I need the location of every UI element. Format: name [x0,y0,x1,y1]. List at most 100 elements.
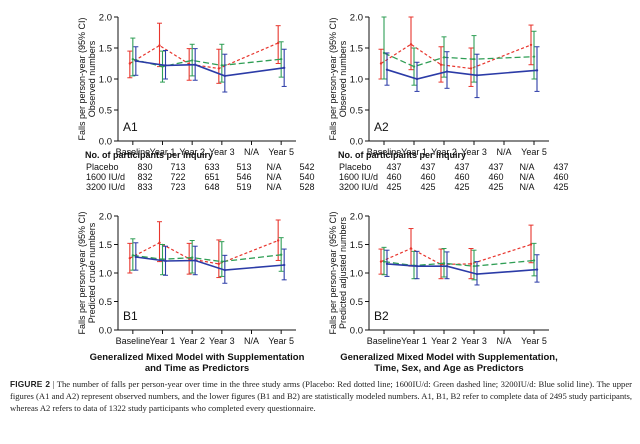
panel-a2: 0.0 0.5 1.0 1.5 2.0 Baseline Year 1 Year 2 Year … [328,13,549,157]
data-point [164,64,167,67]
series-line [132,58,282,68]
data-point [412,65,416,68]
x-tick-label: N/A [496,147,511,157]
data-point [535,69,539,72]
series-line [135,60,285,77]
table-cell: 425 [553,182,568,192]
table-cell: 460 [454,172,469,182]
table-cell: N/A [519,162,534,172]
x-tick-label: N/A [244,336,259,346]
table-cell: 528 [299,182,314,192]
y-tick-label: 2.0 [350,212,363,223]
table-cell: 437 [553,162,568,172]
series-line [383,52,535,68]
data-point [276,41,280,45]
data-point [415,77,419,81]
table-cell: 723 [170,182,185,192]
y-tick-label: 0.5 [99,297,112,308]
series-line [135,256,285,271]
table-title: No. of participants per inquiry [85,150,213,160]
table-cell: 437 [454,162,469,172]
x-axis-label: Generalized Mixed Model with Supplementa… [90,352,305,363]
table-row-label: Placebo [339,162,372,172]
table-cell: 648 [204,182,219,192]
series-line [380,43,532,70]
series-placebo [127,22,281,84]
data-point [409,43,413,46]
series-line [132,254,282,263]
series-iu1600 [130,37,284,83]
table-cell: 425 [420,182,435,192]
table-title: No. of participants per inquiry [338,150,466,160]
data-point [131,57,135,61]
x-tick-label: Year 3 [461,147,487,157]
x-tick-label: Year 1 [150,147,176,157]
table-cell: 713 [170,162,185,172]
y-axis-label: Observed numbers [87,40,97,117]
series-iu1600 [130,237,284,277]
participants-table-1: No. of participants per inquiry Placebo 83… [85,150,315,192]
series-iu3200 [384,46,540,99]
series-line [129,239,279,265]
y-tick-label: 1.5 [350,44,363,55]
panel-a1: 0.0 0.5 1.0 1.5 2.0 Baseline Year 1 Year 2 Year … [77,13,296,157]
caption-separator: | [52,379,55,389]
y-tick-label: 0.0 [99,137,112,148]
data-point [220,64,224,67]
y-axis-label: Falls per person-year (95% CI) [77,17,87,140]
series-iu3200 [384,249,540,286]
data-point [161,65,164,68]
y-tick-label: 1.0 [99,269,112,280]
y-tick-label: 2.0 [350,13,363,24]
table-row-label: 3200 IU/d [86,182,125,192]
y-tick-label: 1.0 [99,75,112,86]
x-tick-label: Year 2 [179,336,205,346]
y-axis-label: Falls per person-year (95% CI) [77,211,87,334]
table-cell: 460 [386,172,401,182]
x-tick-label: Year 5 [521,147,547,157]
x-axis-label: Generalized Mixed Model with Supplementa… [340,352,557,363]
x-tick-label: Year 1 [401,336,427,346]
data-point [131,254,135,257]
data-point [529,43,533,47]
data-point [128,256,132,260]
data-point [442,262,446,265]
data-point [445,70,449,73]
y-tick-label: 0.0 [350,326,363,337]
series-line [386,68,538,80]
table-cell: 542 [299,162,314,172]
x-tick-label: Baseline [367,336,402,346]
data-point [190,59,194,62]
y-tick-label: 0.5 [350,297,363,308]
data-point [445,264,449,268]
x-tick-label: Year 5 [268,336,294,346]
table-cell: 425 [454,182,469,192]
data-point [217,262,221,266]
table-cell: 833 [137,182,152,192]
table-cell: 460 [420,172,435,182]
y-tick-label: 1.5 [99,240,112,251]
y-tick-label: 0.0 [350,137,363,148]
data-point [475,272,479,276]
series-line [386,263,538,275]
table-cell: 437 [420,162,435,172]
x-tick-label: N/A [496,336,511,346]
data-point [279,57,283,61]
table-cell: N/A [266,172,281,182]
table-row-label: 1600 IU/d [339,172,378,182]
series-placebo [378,16,534,87]
data-point [220,260,224,263]
data-point [382,260,386,263]
y-axis-label: Predicted crude numbers [87,222,97,323]
data-point [164,259,167,263]
panel-label: B1 [123,309,138,323]
data-point [529,243,533,246]
panel-b1: 0.0 0.5 1.0 1.5 2.0 Baseline Year 1 Year 2 Year … [77,211,305,374]
data-point [193,63,197,66]
x-tick-label: Baseline [116,336,151,346]
table-cell: 460 [488,172,503,182]
series-placebo [378,224,534,280]
series-line [383,259,535,267]
y-axis-label: Falls per person-year (95% CI) [328,17,338,140]
y-axis-label: Falls per person-year (95% CI) [328,211,338,334]
